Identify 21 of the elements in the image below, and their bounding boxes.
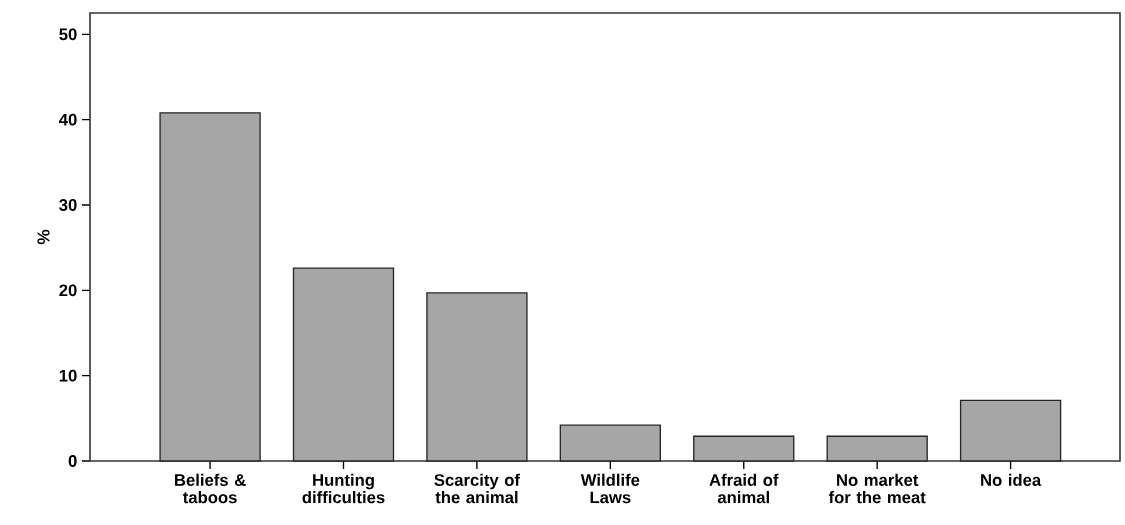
y-tick-label: 50 <box>59 28 77 41</box>
bar <box>292 267 395 462</box>
x-tick-label: No market for the meat <box>828 473 926 504</box>
y-tick-label: 0 <box>68 455 77 467</box>
y-tick-label: 30 <box>59 199 77 211</box>
y-tick-label: 10 <box>59 369 77 382</box>
bar <box>159 112 261 462</box>
x-tick-label: No idea <box>981 473 1042 486</box>
y-axis-title: % <box>37 229 50 245</box>
bar <box>826 435 928 462</box>
x-tick-label: Beliefs & taboos <box>175 473 246 504</box>
y-tick-label: 20 <box>59 284 77 297</box>
x-tick-label: Hunting difficulties <box>302 473 385 504</box>
y-tick-label: 40 <box>59 113 77 126</box>
x-tick-label: Wildlife Laws <box>580 473 640 504</box>
bar <box>426 292 528 462</box>
x-tick-label: Afraid of animal <box>709 473 779 504</box>
x-tick-label: Scarcity of the animal <box>434 473 521 504</box>
bar <box>559 424 662 462</box>
bar <box>693 435 795 462</box>
bar <box>959 399 1062 462</box>
